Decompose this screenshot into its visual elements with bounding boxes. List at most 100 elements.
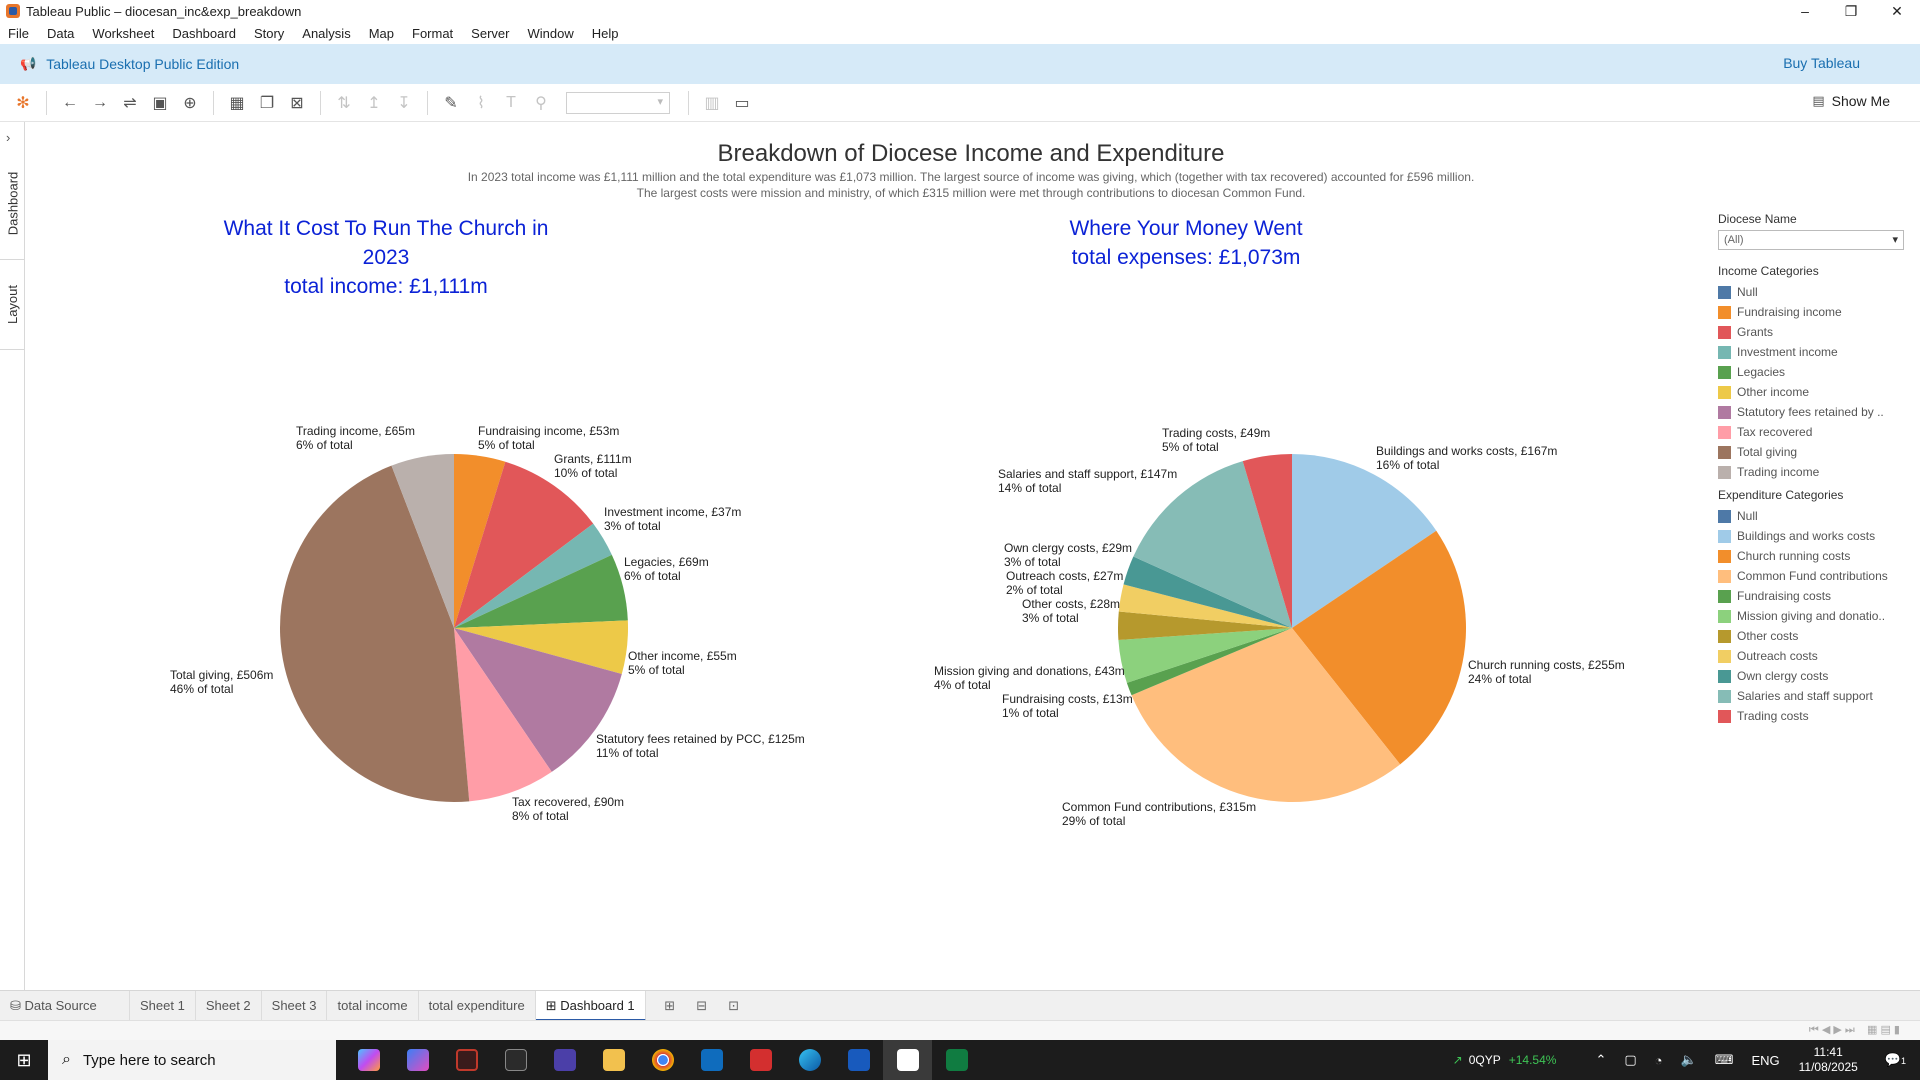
pin-icon[interactable]: ⚲	[535, 94, 547, 112]
notifications-icon[interactable]: 💬1	[1884, 1052, 1906, 1067]
expenditure-legend-item[interactable]: Mission giving and donatio..	[1718, 606, 1918, 626]
undo-icon[interactable]: ←	[62, 93, 78, 111]
sort-ascending-icon[interactable]: ↥	[367, 94, 381, 112]
income-slice-trading-income[interactable]	[391, 454, 454, 628]
swap-icon[interactable]: ⇅	[337, 94, 351, 112]
expenditure-legend-item[interactable]: Outreach costs	[1718, 646, 1918, 666]
expenditure-legend-item[interactable]: Church running costs	[1718, 546, 1918, 566]
app-icon-grid[interactable]	[540, 1040, 589, 1080]
income-legend-item[interactable]: Legacies	[1718, 362, 1918, 382]
expense-slice-mission-giving-and-donations[interactable]	[1118, 628, 1292, 683]
income-slice-other-income[interactable]	[454, 620, 628, 674]
terminal-icon[interactable]	[491, 1040, 540, 1080]
buy-tableau-link[interactable]: Buy Tableau	[1783, 55, 1860, 71]
menu-window[interactable]: Window	[527, 25, 574, 41]
expand-arrow-icon[interactable]: ›	[6, 130, 11, 145]
pie-charts[interactable]	[26, 122, 1706, 990]
highlight-icon[interactable]: ✎	[444, 94, 458, 112]
expenditure-legend-item[interactable]: Null	[1718, 506, 1918, 526]
menu-analysis[interactable]: Analysis	[302, 25, 351, 41]
expenditure-legend-item[interactable]: Buildings and works costs	[1718, 526, 1918, 546]
tab-sheet-2[interactable]: Sheet 2	[196, 990, 262, 1021]
income-legend-item[interactable]: Investment income	[1718, 342, 1918, 362]
income-legend-item[interactable]: Tax recovered	[1718, 422, 1918, 442]
expenditure-legend-item[interactable]: Own clergy costs	[1718, 666, 1918, 686]
tab-dashboard[interactable]: Dashboard	[0, 148, 25, 260]
expenditure-legend-item[interactable]: Other costs	[1718, 626, 1918, 646]
income-legend-item[interactable]: Total giving	[1718, 442, 1918, 462]
save-icon[interactable]: ▣	[152, 94, 168, 112]
expense-slice-other-costs[interactable]	[1118, 611, 1292, 640]
new-worksheet-icon[interactable]: ▦	[229, 94, 245, 112]
chrome-icon[interactable]	[638, 1040, 687, 1080]
group-icon[interactable]: ⌇	[477, 94, 485, 112]
app-icon-red[interactable]	[442, 1040, 491, 1080]
m365-icon[interactable]	[393, 1040, 442, 1080]
income-legend-item[interactable]: Grants	[1718, 322, 1918, 342]
income-legend-item[interactable]: Other income	[1718, 382, 1918, 402]
income-legend-item[interactable]: Statutory fees retained by ..	[1718, 402, 1918, 422]
expense-slice-church-running-costs[interactable]	[1292, 530, 1467, 765]
duplicate-icon[interactable]: ❐	[259, 94, 275, 112]
tab-total-expenditure[interactable]: total expenditure	[419, 990, 536, 1021]
menu-data[interactable]: Data	[46, 25, 75, 41]
excel-icon[interactable]	[932, 1040, 981, 1080]
menu-map[interactable]: Map	[368, 25, 394, 41]
expenditure-legend-item[interactable]: Common Fund contributions	[1718, 566, 1918, 586]
windows-start-icon[interactable]: ⊞	[16, 1049, 32, 1070]
word-icon[interactable]	[834, 1040, 883, 1080]
tab-layout[interactable]: Layout	[0, 260, 25, 350]
show-cards-icon[interactable]: ▥	[704, 94, 720, 112]
income-slice-total-giving[interactable]	[280, 465, 470, 802]
menu-dashboard[interactable]: Dashboard	[172, 25, 236, 41]
language-indicator[interactable]: ENG	[1751, 1052, 1780, 1068]
income-slice-tax-recovered[interactable]	[454, 628, 552, 802]
tab-data-source[interactable]: ⛁ Data Source	[0, 990, 130, 1021]
file-explorer-icon[interactable]	[589, 1040, 638, 1080]
edge-icon[interactable]	[785, 1040, 834, 1080]
income-legend-item[interactable]: Fundraising income	[1718, 302, 1918, 322]
expense-slice-fundraising-costs[interactable]	[1126, 628, 1292, 696]
expenditure-legend-item[interactable]: Salaries and staff support	[1718, 686, 1918, 706]
tab-total-income[interactable]: total income	[327, 990, 419, 1021]
copilot-icon[interactable]	[344, 1040, 393, 1080]
income-slice-statutory-fees-retained-by-pcc[interactable]	[454, 628, 622, 772]
restore-button[interactable]: ❐	[1844, 3, 1858, 19]
income-slice-grants[interactable]	[454, 461, 594, 628]
tab-sheet-3[interactable]: Sheet 3	[262, 990, 328, 1021]
volume-icon[interactable]: 🔈	[1680, 1052, 1697, 1067]
tableau-logo-icon[interactable]: ✻	[16, 94, 30, 112]
redo-icon[interactable]: →	[92, 93, 108, 111]
fit-dropdown[interactable]	[566, 91, 670, 114]
acrobat-icon[interactable]	[736, 1040, 785, 1080]
sort-descending-icon[interactable]: ↧	[397, 94, 411, 112]
keyboard-icon[interactable]: ⌨	[1714, 1052, 1734, 1067]
income-legend-item[interactable]: Null	[1718, 282, 1918, 302]
wifi-icon[interactable]: ◔	[1654, 1052, 1663, 1068]
taskbar-search-box[interactable]: ⌕ Type here to search	[48, 1040, 336, 1080]
clock[interactable]: 11:41 11/08/2025	[1799, 1045, 1858, 1075]
tab-dashboard-1[interactable]: ⊞ Dashboard 1	[535, 990, 646, 1021]
outlook-icon[interactable]	[687, 1040, 736, 1080]
expense-slice-salaries-and-staff-support[interactable]	[1133, 461, 1292, 628]
menu-server[interactable]: Server	[471, 25, 510, 41]
income-legend-item[interactable]: Trading income	[1718, 462, 1918, 482]
show-me-button[interactable]: ▤ Show Me	[1812, 93, 1890, 109]
tab-sheet-1[interactable]: Sheet 1	[130, 990, 196, 1021]
device-icon[interactable]: ▢	[1624, 1052, 1637, 1067]
new-data-source-icon[interactable]: ⊕	[183, 94, 197, 112]
expense-slice-outreach-costs[interactable]	[1118, 584, 1292, 628]
menu-worksheet[interactable]: Worksheet	[92, 25, 155, 41]
expenditure-legend-item[interactable]: Fundraising costs	[1718, 586, 1918, 606]
menu-story[interactable]: Story	[253, 25, 285, 41]
new-story-tab-icon[interactable]: ⊡	[728, 997, 740, 1013]
menu-format[interactable]: Format	[412, 25, 454, 41]
diocese-filter-dropdown[interactable]: (All)	[1718, 230, 1904, 250]
expense-slice-own-clergy-costs[interactable]	[1123, 556, 1292, 628]
menu-file[interactable]: File	[8, 25, 29, 41]
expense-slice-buildings-and-works-costs[interactable]	[1292, 454, 1437, 628]
stock-widget[interactable]: ↗ 0QYP +14.54%	[1453, 1053, 1557, 1067]
close-button[interactable]: ✕	[1891, 3, 1903, 19]
income-slice-fundraising-income[interactable]	[454, 454, 506, 628]
tab-nav-icons[interactable]: ⏮ ◀ ▶ ⏭ ▦ ▤ ▮	[1808, 1024, 1900, 1036]
